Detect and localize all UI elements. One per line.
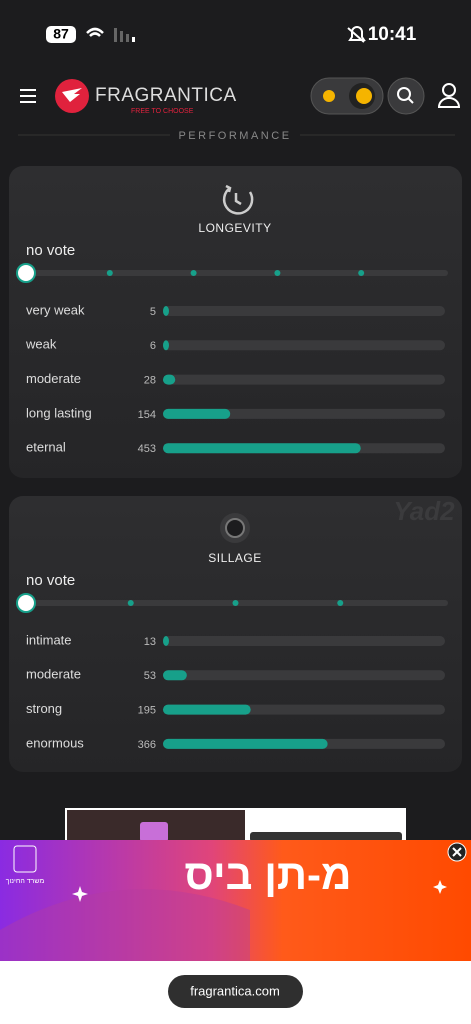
menu-button[interactable] <box>20 89 36 103</box>
option-label: eternal <box>26 440 66 455</box>
tagline: FREE TO CHOOSE <box>131 108 194 115</box>
option-label: strong <box>26 701 62 716</box>
vote-count: 453 <box>138 443 156 455</box>
slider-knob[interactable] <box>16 263 36 283</box>
user-button[interactable] <box>437 83 461 108</box>
longevity-card <box>9 166 462 478</box>
vote-track <box>163 636 445 646</box>
ad-headline: מ-תן ביס <box>184 851 351 898</box>
vote-count: 5 <box>150 306 156 318</box>
sillage-icon-inner <box>225 518 245 538</box>
vote-count: 28 <box>144 375 156 387</box>
vote-bar <box>163 408 231 419</box>
slider-knob[interactable] <box>16 593 36 613</box>
battery-icon <box>46 26 76 43</box>
mute-icon <box>347 26 366 43</box>
search-icon-handle <box>407 97 414 104</box>
search-icon <box>397 87 411 101</box>
vote-bar <box>163 306 169 316</box>
vote-count: 154 <box>138 409 156 421</box>
vote-count: 53 <box>144 670 156 682</box>
wifi-icon <box>86 27 104 37</box>
vote-track <box>163 408 445 419</box>
ad-wave <box>0 889 250 961</box>
vote-bar <box>163 374 176 385</box>
vote-track <box>163 374 445 385</box>
brand[interactable]: FRAGRANTICA <box>95 85 237 106</box>
slider-stop <box>127 600 134 606</box>
vote-count: 13 <box>144 636 156 648</box>
option-label: enormous <box>26 735 84 750</box>
vote-bar <box>163 738 328 749</box>
watermark: Yad2 <box>393 496 455 526</box>
vote-track <box>163 340 445 351</box>
ad-button[interactable] <box>250 832 402 842</box>
vote-track <box>163 306 445 316</box>
ad-close-icon <box>452 847 462 857</box>
slider-stop <box>190 270 197 276</box>
option-label: long lasting <box>26 405 92 420</box>
ad-image-phone <box>140 822 168 842</box>
sillage-title: SILLAGE <box>208 551 262 565</box>
longevity-icon <box>222 184 254 215</box>
option-label: intimate <box>26 632 72 647</box>
option-label: moderate <box>26 667 81 682</box>
option-label: weak <box>25 337 57 352</box>
slider-stop <box>106 270 113 276</box>
slider-stop <box>274 270 281 276</box>
vote-bar <box>163 670 187 681</box>
slider-stop <box>337 600 344 606</box>
sun-icon <box>323 90 335 102</box>
vote-status: no vote <box>26 572 75 589</box>
ad-emblem <box>13 845 37 873</box>
vote-bar <box>163 636 169 646</box>
vote-bar <box>163 340 169 351</box>
section-title: PERFORMANCE <box>178 130 291 142</box>
option-label: very weak <box>26 302 85 317</box>
battery-level: 87 <box>53 26 69 42</box>
vote-count: 366 <box>138 739 156 751</box>
ad-sponsor: משרד החינוך <box>6 878 45 885</box>
search-button[interactable] <box>387 77 425 115</box>
vote-count: 6 <box>150 340 156 352</box>
clock: 10:41 <box>368 24 417 45</box>
url: fragrantica.com <box>190 983 280 998</box>
vote-track <box>163 670 445 681</box>
longevity-title: LONGEVITY <box>198 221 271 235</box>
signal-icon <box>114 28 135 42</box>
url-pill[interactable] <box>168 975 303 1008</box>
option-label: moderate <box>26 371 81 386</box>
vote-count: 195 <box>138 705 156 717</box>
ad-banner[interactable] <box>0 840 471 961</box>
moon-icon <box>356 88 372 104</box>
vote-bar <box>163 704 251 715</box>
logo-bird <box>62 88 82 102</box>
vote-status: no vote <box>26 242 75 259</box>
slider-stop <box>232 600 239 606</box>
slider-stop <box>358 270 365 276</box>
vote-bar <box>163 443 361 454</box>
sillage-card <box>9 496 462 772</box>
